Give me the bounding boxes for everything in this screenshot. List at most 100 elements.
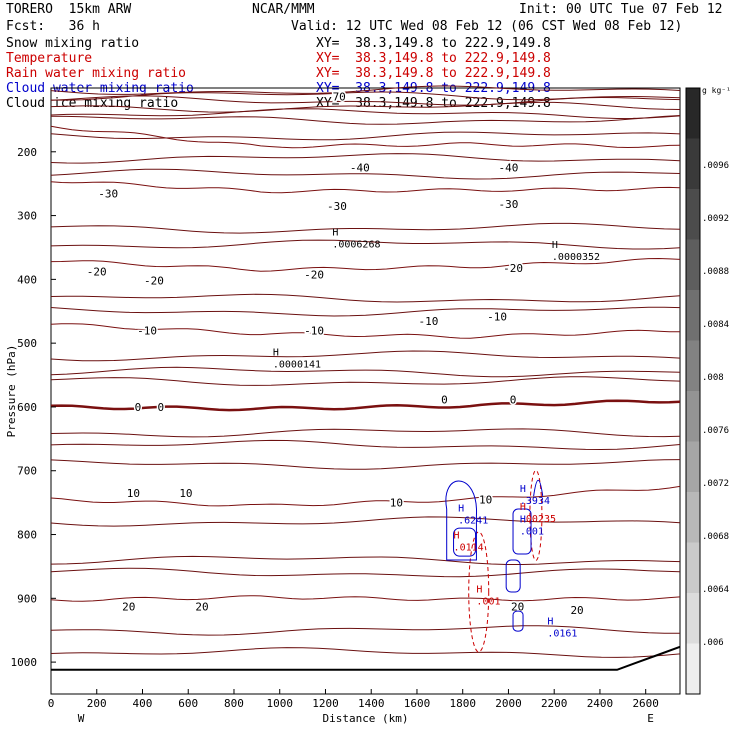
contour-label: 20 xyxy=(195,601,208,614)
potential-temp-contour xyxy=(50,115,681,125)
potential-temp-contour xyxy=(50,239,681,250)
field-name: Cloud ice mixing ratio xyxy=(6,96,179,111)
isotherm-20 xyxy=(50,595,681,602)
field-xy-range: XY= 38.3,149.8 to 222.9,149.8 xyxy=(316,36,551,51)
x-tick-label: 2000 xyxy=(495,697,522,710)
contour-label: -40 xyxy=(499,162,519,175)
field-name: Temperature xyxy=(6,51,93,66)
colorbar-label: .0096 xyxy=(702,161,729,171)
contour-label: 20 xyxy=(122,601,135,614)
extremum-value: .6241 xyxy=(458,516,488,527)
y-tick-label: 500 xyxy=(17,337,37,350)
extremum-marker: H xyxy=(273,347,279,358)
colorbar-label: .008 xyxy=(702,373,724,383)
extremum-value: .3934 xyxy=(520,496,550,507)
potential-temp-contour xyxy=(50,108,681,120)
contour-label: 10 xyxy=(390,497,403,510)
cloud-water-contour xyxy=(512,610,524,632)
contour-label: 70 xyxy=(333,90,346,103)
potential-temp-contour xyxy=(50,567,681,578)
model-label: TORERO 15km ARW xyxy=(6,2,132,17)
colorbar-swatch xyxy=(686,643,700,694)
extremum-value: .001 xyxy=(520,527,544,538)
contour-label: 20 xyxy=(511,601,524,614)
contour-label: -20 xyxy=(304,268,324,281)
extremum-marker: H xyxy=(454,530,460,541)
contour-label: 0 xyxy=(510,393,517,406)
y-axis-title: Pressure (hPa) xyxy=(5,345,18,438)
contour-label: -30 xyxy=(327,200,347,213)
colorbar-swatch xyxy=(686,290,700,341)
cloud-water-contour xyxy=(453,527,477,557)
extremum-value: .0000141 xyxy=(273,359,321,370)
colorbar-swatch xyxy=(686,340,700,391)
valid-time: Valid: 12 UTC Wed 08 Feb 12 (06 CST Wed … xyxy=(291,19,683,34)
init-time: Init: 00 UTC Tue 07 Feb 12 xyxy=(519,2,723,17)
extremum-marker: H xyxy=(520,515,526,526)
center-label: NCAR/MMM xyxy=(252,2,315,17)
x-tick-label: 600 xyxy=(178,697,198,710)
potential-temp-contour xyxy=(50,153,681,164)
potential-temp-contour xyxy=(50,306,681,317)
contour-label: -10 xyxy=(487,310,507,323)
potential-temp-contour xyxy=(50,222,681,234)
x-tick-label: 0 xyxy=(48,697,55,710)
potential-temp-contour xyxy=(50,459,681,470)
plot-frame xyxy=(50,87,681,695)
x-tick-label: 1800 xyxy=(449,697,476,710)
potential-temp-contour xyxy=(50,293,681,303)
potential-temp-contour xyxy=(50,350,681,362)
field-xy-range: XY= 38.3,149.8 to 222.9,149.8 xyxy=(316,66,551,81)
isotherm--10 xyxy=(50,323,681,339)
colorbar-swatch xyxy=(686,441,700,492)
contour-label: 10 xyxy=(127,487,140,500)
potential-temp-contour xyxy=(50,131,681,141)
extremum-marker: H xyxy=(552,240,558,251)
extremum-value: .0161 xyxy=(547,629,577,640)
x-tick-label: 400 xyxy=(133,697,153,710)
colorbar-swatch xyxy=(686,88,700,139)
colorbar-swatch xyxy=(686,542,700,593)
colorbar-frame xyxy=(685,87,701,695)
isotherm--40 xyxy=(50,125,681,149)
contour-label: -10 xyxy=(137,324,157,337)
contour-label: -40 xyxy=(350,162,370,175)
extremum-marker: H xyxy=(520,502,526,513)
y-tick-label: 1000 xyxy=(11,656,38,669)
colorbar-label: .0088 xyxy=(702,267,729,277)
x-axis-title: Distance (km) xyxy=(322,712,408,725)
extremum-value: .0114 xyxy=(454,542,484,553)
potential-temp-contour xyxy=(50,85,681,95)
x-tick-label: 1400 xyxy=(358,697,385,710)
contour-label: -20 xyxy=(87,266,107,279)
isotherm--30 xyxy=(50,181,681,194)
contour-label: -30 xyxy=(98,187,118,200)
y-tick-label: 900 xyxy=(17,592,37,605)
x-tick-label: 2200 xyxy=(541,697,568,710)
contour-label: -30 xyxy=(499,198,519,211)
cloud-water-contour xyxy=(505,559,521,593)
potential-temp-contour xyxy=(50,366,681,378)
field-name: Rain water mixing ratio xyxy=(6,66,187,81)
rain-water-contour xyxy=(529,469,543,561)
contour-label: 0 xyxy=(135,401,142,414)
extremum-marker: H xyxy=(458,504,464,515)
extremum-marker: H xyxy=(520,484,526,495)
contour-label: 10 xyxy=(179,487,192,500)
contour-label: -10 xyxy=(304,324,324,337)
potential-temp-contour xyxy=(50,101,681,113)
colorbar-swatch xyxy=(686,138,700,189)
colorbar-label: .0072 xyxy=(702,479,729,489)
potential-temp-contour xyxy=(50,555,681,565)
colorbar-swatch xyxy=(686,239,700,290)
potential-temp-contour xyxy=(50,439,681,451)
contour-label: -10 xyxy=(418,315,438,328)
colorbar-unit: g kg⁻¹ xyxy=(702,86,731,95)
colorbar-swatch xyxy=(686,593,700,644)
colorbar-swatch xyxy=(686,492,700,543)
y-tick-label: 200 xyxy=(17,146,37,159)
x-end-label-west: W xyxy=(78,712,85,725)
colorbar-label: .0068 xyxy=(702,532,729,542)
cloud-water-contour xyxy=(445,480,477,561)
y-tick-label: 400 xyxy=(17,273,37,286)
